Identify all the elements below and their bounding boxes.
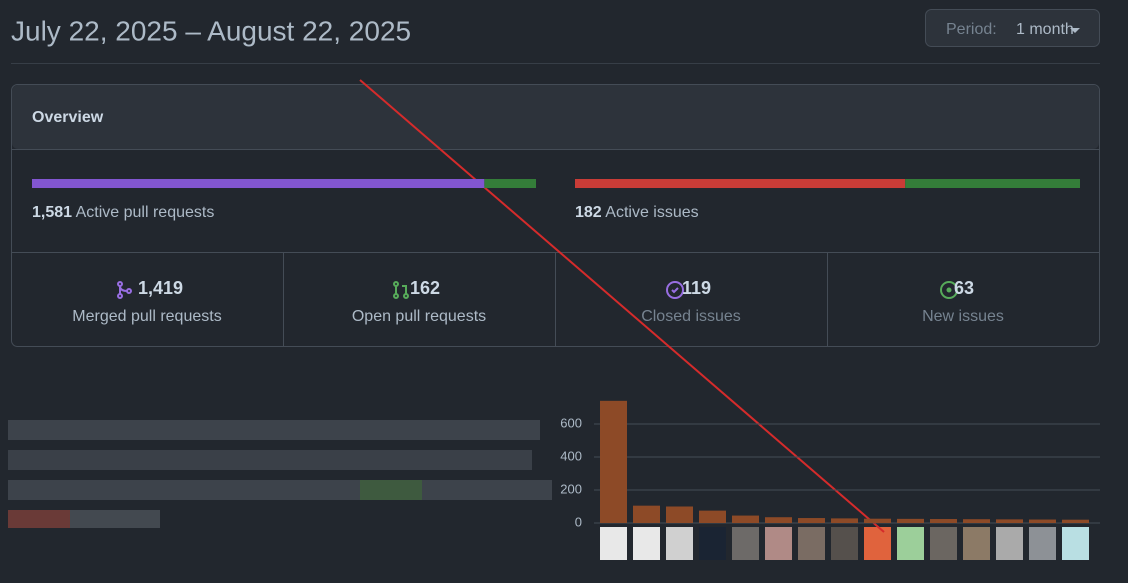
avatar [831, 527, 858, 560]
blur-block [360, 480, 422, 500]
date-range-title: July 22, 2025 – August 22, 2025 [11, 15, 411, 46]
avatar [798, 527, 825, 560]
y-tick-label: 400 [560, 448, 582, 463]
button-frame[interactable] [925, 9, 1100, 47]
avatar [1062, 527, 1089, 560]
bar [600, 400, 627, 523]
blur-block [8, 450, 532, 470]
avatar [864, 527, 891, 560]
bar [963, 519, 990, 523]
period-button[interactable]: Period: 1 month [925, 9, 1100, 47]
avatar [963, 527, 990, 560]
bar [1029, 519, 1056, 523]
bar [633, 505, 660, 523]
bar [831, 518, 858, 523]
bar [732, 515, 759, 523]
pr-caption: Active pull requests [76, 204, 215, 221]
stat-value: 119 [682, 278, 711, 298]
avatar [765, 527, 792, 560]
bar [798, 518, 825, 523]
avatar [732, 527, 759, 560]
blur-block [8, 420, 540, 440]
avatar [633, 527, 660, 560]
stat-caption: Closed issues [641, 308, 741, 325]
progress-segment [575, 179, 906, 188]
stat-value: 162 [410, 278, 440, 298]
bar [930, 519, 957, 523]
progress-segment [484, 179, 536, 188]
issue-summary: 182 Active issues [575, 204, 699, 221]
y-tick-label: 600 [560, 415, 582, 430]
bar [1062, 519, 1089, 523]
blur-block [8, 480, 552, 500]
period-label[interactable]: Period: [946, 21, 997, 38]
avatar [930, 527, 957, 560]
avatar [600, 527, 627, 560]
blurred-contributors [8, 420, 552, 528]
blur-block [8, 510, 70, 528]
issue-caption: Active issues [605, 204, 698, 221]
bar [765, 517, 792, 523]
overview-title: Overview [32, 109, 104, 126]
avatar [699, 527, 726, 560]
progress-segment [905, 179, 1080, 188]
period-value[interactable]: 1 month [1016, 21, 1074, 38]
contributor-avatars [600, 527, 1089, 560]
issue-total: 182 [575, 204, 602, 221]
avatar [666, 527, 693, 560]
pr-summary: 1,581 Active pull requests [32, 204, 214, 221]
bar [699, 510, 726, 523]
avatar [897, 527, 924, 560]
progress-segment [32, 179, 485, 188]
pr-total: 1,581 [32, 204, 72, 221]
bar [897, 518, 924, 523]
stat-caption: Open pull requests [352, 308, 486, 325]
avatar [996, 527, 1023, 560]
bar [666, 506, 693, 523]
y-tick-label: 0 [575, 514, 582, 529]
icon [117, 281, 958, 299]
bar [996, 519, 1023, 523]
bar [864, 518, 891, 523]
stat-value: 63 [954, 278, 974, 298]
overview-box: Overview 1,581 Active pull requests 182 … [11, 84, 1100, 347]
box-header [12, 85, 1099, 149]
avatar [1029, 527, 1056, 560]
stat-caption: New issues [922, 308, 1004, 325]
stat-caption: Merged pull requests [72, 308, 221, 325]
y-tick-label: 200 [560, 481, 582, 496]
caret[interactable] [1070, 28, 1080, 33]
stat-value: 1,419 [138, 278, 183, 298]
